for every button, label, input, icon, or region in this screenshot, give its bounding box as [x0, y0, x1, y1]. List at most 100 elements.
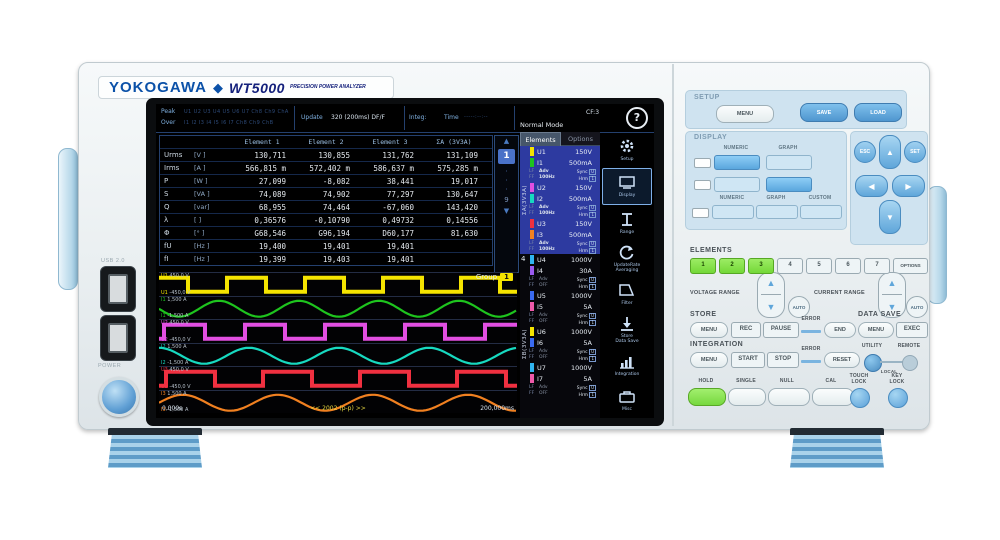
- page-down-icon[interactable]: ▼: [503, 207, 510, 215]
- null-button[interactable]: [768, 388, 810, 406]
- voltage-range-up-icon[interactable]: ▲: [766, 278, 776, 288]
- element-button-6[interactable]: 6: [835, 258, 861, 274]
- store-pause-button[interactable]: PAUSE: [763, 322, 799, 338]
- options-button[interactable]: OPTIONS: [893, 258, 928, 274]
- function-unit: [ ]: [194, 216, 202, 224]
- trace-bottom-label: I2 -1,500 A: [161, 360, 189, 366]
- softkey-display[interactable]: Display: [602, 167, 652, 205]
- numeric-button-row3[interactable]: [712, 205, 754, 219]
- load-button[interactable]: LOAD: [854, 103, 902, 122]
- measurement-value: 130,647: [446, 189, 478, 199]
- lcd-screen[interactable]: Peak U1 U2 U3 U4 U5 U6 U7 Ch8 Ch9 ChA Ov…: [156, 104, 654, 418]
- arrow-up-button[interactable]: ▲: [879, 135, 901, 169]
- save-button[interactable]: SAVE: [800, 103, 848, 122]
- softkey-integration[interactable]: Integration: [602, 347, 652, 383]
- data-save-menu-button[interactable]: MENU: [858, 322, 894, 338]
- arrow-down-button[interactable]: ▼: [879, 200, 901, 234]
- display-indicator-2: [694, 180, 711, 190]
- sync-hrm-values: Sync U Hrm 1: [576, 349, 596, 362]
- key-lock-button[interactable]: [888, 388, 908, 408]
- numeric-button-row1[interactable]: [714, 155, 760, 170]
- page-selector[interactable]: ▲ 1 · · · 9 ▼: [494, 135, 519, 273]
- hold-button[interactable]: [688, 388, 726, 406]
- integration-menu-button[interactable]: MENU: [690, 352, 728, 368]
- page-up-icon[interactable]: ▲: [503, 137, 510, 145]
- single-button[interactable]: [728, 388, 766, 406]
- usb-port-2[interactable]: [100, 315, 136, 361]
- current-auto-button[interactable]: AUTO: [906, 296, 928, 318]
- sync-hrm-values: Sync U Hrm 1: [576, 277, 596, 290]
- softkey-update-rate[interactable]: UpdateRate Averaging: [602, 241, 652, 277]
- current-range-rocker[interactable]: ▲ ▼: [878, 272, 906, 318]
- store-rec-button[interactable]: REC: [731, 322, 761, 338]
- current-element-row: I7 5A: [529, 373, 600, 384]
- brand-name: YOKOGAWA: [109, 79, 208, 96]
- softkey-setup[interactable]: Setup: [602, 132, 652, 168]
- graph-button-row3[interactable]: [756, 205, 798, 219]
- measurement-value: 0,36576: [254, 215, 286, 225]
- filter-labels: LF FF: [529, 277, 535, 288]
- integration-start-button[interactable]: START: [731, 352, 765, 368]
- store-end-button[interactable]: END: [824, 322, 856, 338]
- filter-values: Adv 100Hz: [539, 241, 555, 252]
- data-save-exec-button[interactable]: EXEC: [896, 322, 928, 338]
- power-button[interactable]: [99, 377, 139, 417]
- measurement-value: 19,400: [258, 241, 286, 251]
- tab-options[interactable]: Options: [561, 132, 600, 146]
- function-unit: [° ]: [194, 229, 205, 237]
- graph-button-row2[interactable]: [766, 177, 812, 192]
- current-range-up-icon[interactable]: ▲: [887, 278, 897, 288]
- touch-lock-button[interactable]: [850, 388, 870, 408]
- help-icon[interactable]: ?: [626, 107, 648, 129]
- custom-button[interactable]: [800, 205, 842, 219]
- element-button-4[interactable]: 4: [777, 258, 803, 274]
- waveform-display[interactable]: Group 1 0,000s << 2002 (p-p) >> 200,000ms…: [159, 272, 517, 413]
- integration-stop-button[interactable]: STOP: [767, 352, 799, 368]
- waveform-strip: U2 450,0 V U2 -450,0 V: [159, 319, 517, 344]
- measurement-value: 131,109: [446, 150, 478, 160]
- element-button-1[interactable]: 1: [690, 258, 716, 274]
- table-header-row: Element 1 Element 2 Element 3 ΣA (3V3A): [160, 136, 492, 148]
- element-color-bar: [530, 158, 534, 167]
- measurement-value: 586,637 m: [373, 163, 414, 173]
- model-suffix: PRECISION POWER ANALYZER: [289, 84, 366, 90]
- tab-elements[interactable]: Elements: [520, 132, 561, 146]
- element-range: 1000V: [571, 363, 592, 372]
- current-range-down-icon[interactable]: ▼: [887, 302, 897, 312]
- elements-panel: Elements Options ΣA(3V3A) U1 150V I1 500mA LF F…: [520, 132, 600, 418]
- arrow-left-button[interactable]: ◀: [855, 175, 888, 197]
- element-button-3[interactable]: 3: [748, 258, 774, 274]
- sync-hrm-values: Sync U Hrm 1: [576, 169, 596, 182]
- numeric-button-row2[interactable]: [714, 177, 760, 192]
- softkey-misc[interactable]: Misc: [602, 383, 652, 419]
- utility-button[interactable]: [864, 354, 882, 372]
- element-group: 4 U4 1000V I4 30A LF FF Adv OFF Sync U Hrm 1: [520, 254, 600, 290]
- element-button-2[interactable]: 2: [719, 258, 745, 274]
- page-dot: ·: [505, 176, 508, 185]
- softkey-filter[interactable]: Filter: [602, 276, 652, 312]
- element-button-7[interactable]: 7: [864, 258, 890, 274]
- softkey-range[interactable]: Range: [602, 205, 652, 241]
- set-button[interactable]: SET: [904, 141, 926, 163]
- voltage-range-down-icon[interactable]: ▼: [766, 302, 776, 312]
- esc-button[interactable]: ESC: [854, 141, 876, 163]
- function-name: Irms: [164, 164, 180, 172]
- usb-port-1[interactable]: [100, 266, 136, 312]
- element-button-5[interactable]: 5: [806, 258, 832, 274]
- sync-hrm-values: Sync U Hrm 1: [576, 241, 596, 254]
- integration-reset-button[interactable]: RESET: [824, 352, 860, 368]
- measurement-value: 19,401: [322, 241, 350, 251]
- voltage-range-rocker[interactable]: ▲ ▼: [757, 272, 785, 318]
- element-name: U3: [537, 219, 546, 228]
- single-label: SINGLE: [736, 378, 756, 384]
- measurement-value: 19,401: [386, 254, 414, 264]
- store-menu-button[interactable]: MENU: [690, 322, 728, 338]
- voltage-auto-button[interactable]: AUTO: [788, 296, 810, 318]
- display-indicator-3: [692, 208, 709, 218]
- cal-button[interactable]: [812, 388, 854, 406]
- graph-button-row1[interactable]: [766, 155, 812, 170]
- setup-menu-button[interactable]: MENU: [716, 105, 774, 123]
- measurement-value: 74,902: [322, 189, 350, 199]
- softkey-store-data-save[interactable]: Store Data Save: [602, 312, 652, 348]
- arrow-right-button[interactable]: ▶: [892, 175, 925, 197]
